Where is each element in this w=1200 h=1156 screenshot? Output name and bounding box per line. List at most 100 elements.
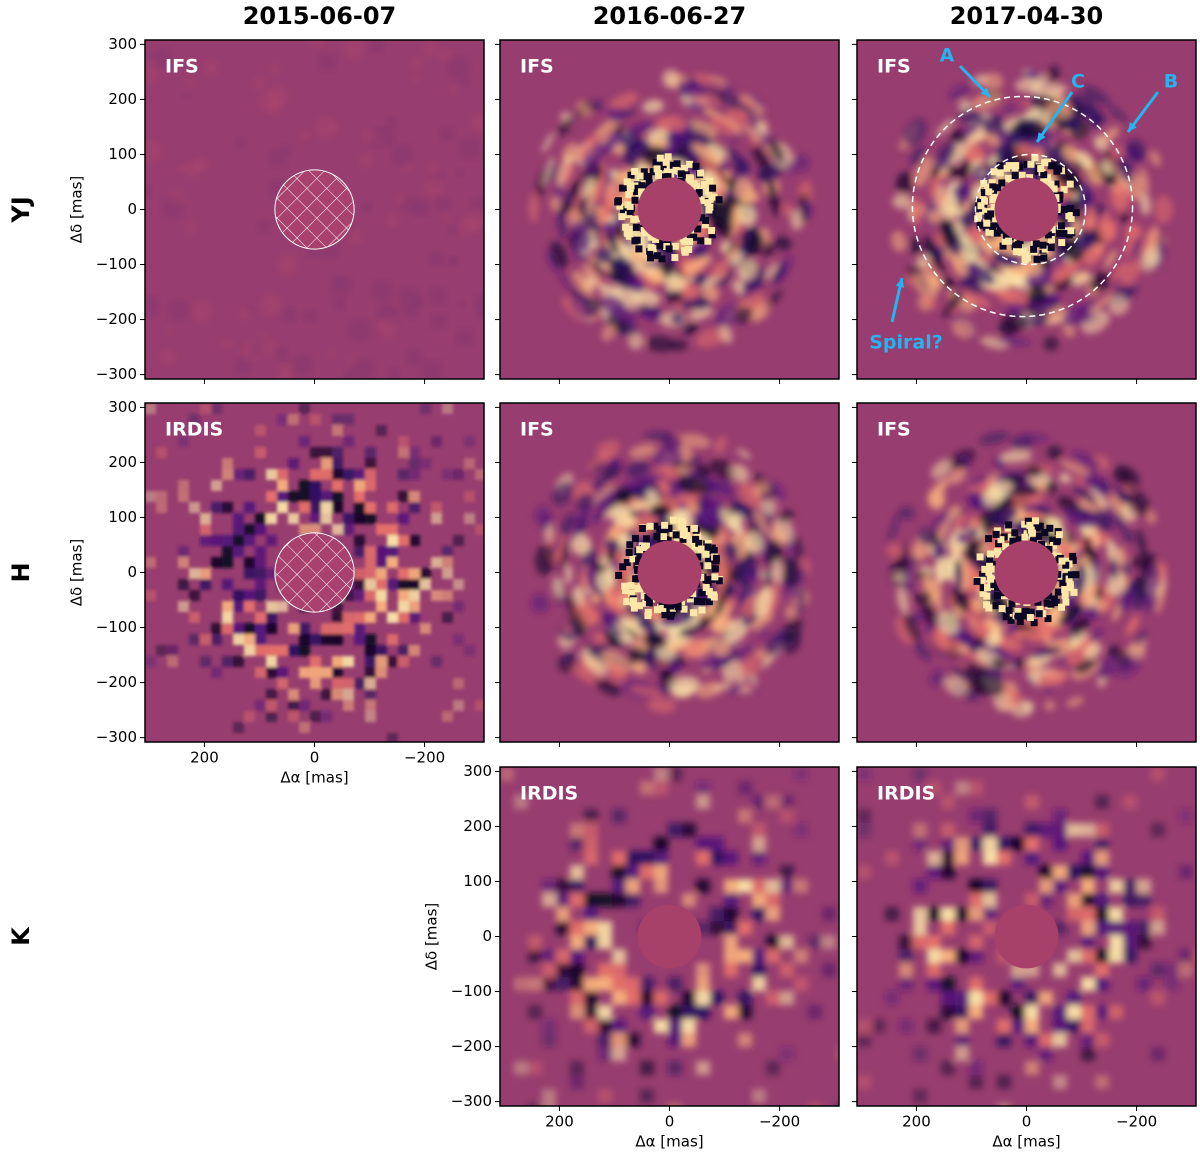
- speckle: [310, 678, 321, 689]
- speckle: [710, 907, 724, 921]
- speckle: [742, 596, 760, 618]
- speckle: [724, 949, 738, 963]
- speckle: [387, 502, 398, 513]
- speckle: [255, 524, 266, 535]
- speckle: [409, 491, 420, 502]
- pixel: [705, 598, 713, 606]
- speckle: [598, 1019, 612, 1033]
- speckle: [528, 1005, 542, 1019]
- speckle: [299, 436, 310, 447]
- speckle: [574, 506, 591, 529]
- speckle: [1096, 676, 1107, 688]
- speckle: [738, 781, 752, 795]
- speckle: [997, 336, 1031, 346]
- speckle: [1044, 700, 1056, 711]
- speckle: [734, 644, 753, 662]
- pixel: [709, 184, 717, 192]
- speckle: [654, 851, 668, 865]
- speckle: [964, 186, 973, 202]
- pixel: [1048, 536, 1056, 544]
- speckle: [276, 253, 299, 276]
- speckle: [398, 436, 409, 447]
- speckle: [542, 949, 556, 963]
- speckle: [167, 645, 178, 656]
- speckle: [712, 604, 733, 629]
- speckle: [941, 193, 959, 221]
- pixel: [689, 233, 697, 241]
- y-tick-label: 100: [463, 872, 492, 890]
- speckle: [710, 851, 724, 865]
- speckle: [310, 667, 321, 678]
- speckle: [200, 513, 211, 524]
- speckle: [570, 991, 584, 1005]
- pixel: [1024, 517, 1032, 525]
- speckle: [1104, 249, 1118, 269]
- speckle: [1165, 977, 1179, 991]
- speckle: [1074, 476, 1086, 485]
- speckle: [542, 1103, 556, 1106]
- speckle: [1109, 907, 1123, 921]
- speckle: [222, 612, 233, 623]
- speckle: [464, 645, 475, 656]
- speckle: [365, 546, 376, 557]
- speckle: [434, 195, 452, 212]
- speckle: [200, 535, 211, 546]
- speckle: [321, 513, 332, 524]
- pixel: [655, 172, 663, 180]
- speckle: [398, 656, 409, 667]
- speckle: [332, 612, 343, 623]
- pixel: [1046, 524, 1054, 532]
- speckle: [1112, 465, 1132, 484]
- speckle: [200, 403, 211, 414]
- speckle: [899, 949, 913, 963]
- x-tick-label: 0: [665, 1113, 675, 1131]
- pixel: [1056, 229, 1064, 237]
- pixel: [1005, 162, 1013, 170]
- speckle: [857, 1019, 871, 1033]
- speckle: [784, 605, 797, 619]
- speckle: [733, 159, 750, 177]
- speckle: [552, 576, 565, 599]
- speckle: [955, 781, 969, 795]
- speckle: [442, 403, 453, 414]
- pixel: [623, 178, 631, 186]
- speckle: [570, 1061, 584, 1075]
- pixel: [1043, 599, 1051, 607]
- speckle: [955, 907, 969, 921]
- speckle: [983, 893, 997, 907]
- speckle: [233, 634, 244, 645]
- x-tick-label: −200: [759, 1113, 800, 1131]
- speckle: [1011, 1005, 1025, 1019]
- speckle: [822, 935, 836, 949]
- pixel: [704, 543, 712, 551]
- speckle: [354, 590, 365, 601]
- speckle: [1139, 167, 1150, 193]
- speckle: [275, 363, 295, 379]
- speckle: [1076, 507, 1096, 528]
- x-axis-label: Δα [mas]: [280, 769, 348, 787]
- speckle: [266, 689, 277, 700]
- speckle: [458, 137, 482, 160]
- pixel: [1039, 610, 1047, 618]
- pixel: [981, 565, 989, 573]
- pixel: [705, 177, 713, 185]
- pixel: [1043, 174, 1051, 182]
- speckle: [313, 115, 338, 139]
- speckle: [365, 634, 376, 645]
- pixel: [1070, 588, 1078, 596]
- speckle: [332, 667, 343, 678]
- speckle: [689, 455, 701, 466]
- speckle: [923, 295, 937, 310]
- pixel: [619, 563, 627, 571]
- speckle: [668, 1005, 682, 1019]
- speckle: [928, 578, 943, 601]
- speckle: [1039, 879, 1053, 893]
- speckle: [645, 489, 659, 505]
- speckle: [288, 491, 299, 502]
- speckle: [299, 645, 310, 656]
- speckle: [1081, 893, 1095, 907]
- speckle: [899, 963, 913, 977]
- speckle: [277, 645, 288, 656]
- y-tick-label: −100: [96, 255, 137, 273]
- image: [500, 767, 839, 1106]
